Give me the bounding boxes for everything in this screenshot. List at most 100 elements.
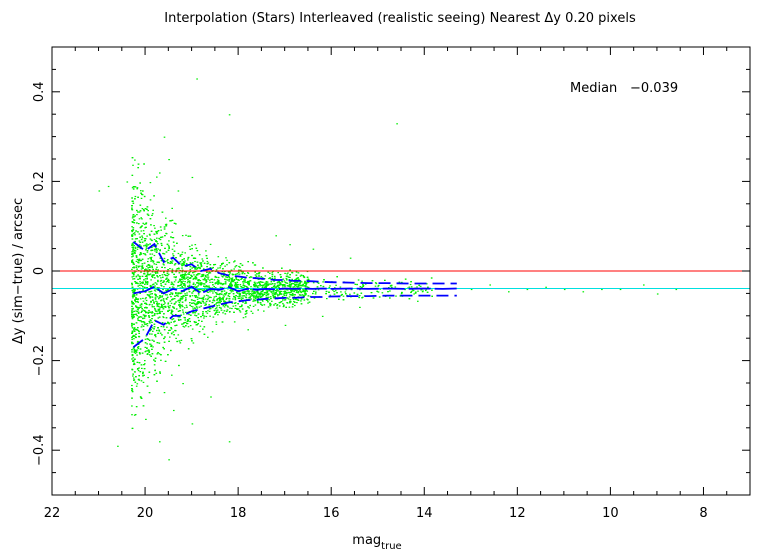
scatter-point xyxy=(194,300,196,302)
scatter-point xyxy=(305,285,307,287)
scatter-point xyxy=(132,363,135,366)
scatter-point xyxy=(184,317,186,319)
scatter-point xyxy=(372,297,375,299)
scatter-point xyxy=(136,300,139,303)
scatter-point xyxy=(187,273,189,275)
scatter-point xyxy=(157,327,159,329)
scatter-point xyxy=(145,274,148,276)
scatter-point xyxy=(142,230,145,232)
scatter-point xyxy=(314,293,317,295)
scatter-point xyxy=(187,257,189,259)
scatter-point xyxy=(362,284,364,286)
scatter-point xyxy=(159,280,162,282)
scatter-point xyxy=(390,284,393,286)
scatter-point xyxy=(143,364,145,366)
scatter-point xyxy=(200,262,203,264)
scatter-point xyxy=(305,282,307,284)
scatter-point xyxy=(163,392,166,394)
scatter-point xyxy=(187,280,189,282)
scatter-point xyxy=(421,291,424,293)
scatter-point xyxy=(131,330,134,332)
scatter-point xyxy=(158,316,161,318)
scatter-point xyxy=(253,281,256,283)
scatter-point xyxy=(146,307,148,309)
scatter-point xyxy=(220,307,222,309)
scatter-point xyxy=(290,291,293,293)
scatter-point xyxy=(137,327,139,329)
scatter-point xyxy=(384,279,386,281)
scatter-point xyxy=(189,276,192,279)
scatter-point xyxy=(154,282,157,284)
scatter-point xyxy=(135,297,137,299)
scatter-point xyxy=(264,284,267,286)
scatter-point xyxy=(142,321,145,323)
scatter-point xyxy=(260,293,263,295)
scatter-point xyxy=(155,244,158,246)
scatter-point xyxy=(134,240,136,243)
scatter-point xyxy=(260,284,263,286)
scatter-point xyxy=(276,289,278,291)
scatter-point xyxy=(158,298,160,300)
scatter-point xyxy=(135,255,138,257)
scatter-point xyxy=(234,302,236,304)
scatter-point xyxy=(241,295,243,297)
scatter-point xyxy=(417,290,419,292)
scatter-point xyxy=(212,306,214,309)
scatter-point xyxy=(206,285,209,287)
scatter-point xyxy=(156,275,158,277)
scatter-point xyxy=(302,288,304,290)
scatter-point xyxy=(132,316,134,319)
scatter-point xyxy=(137,211,139,213)
scatter-point xyxy=(137,329,139,331)
scatter-point xyxy=(412,290,415,292)
scatter-point xyxy=(248,307,250,309)
scatter-point xyxy=(345,293,347,295)
scatter-point xyxy=(237,284,239,286)
scatter-point xyxy=(146,343,148,345)
scatter-point xyxy=(139,304,142,306)
scatter-point xyxy=(274,295,276,297)
scatter-point xyxy=(272,289,275,291)
scatter-point xyxy=(166,273,169,275)
scatter-point xyxy=(217,283,219,285)
scatter-point xyxy=(205,279,207,281)
scatter-point xyxy=(145,299,148,302)
scatter-point xyxy=(170,327,172,329)
scatter-point xyxy=(133,363,136,365)
scatter-point xyxy=(225,257,227,259)
scatter-point xyxy=(131,358,133,360)
scatter-point xyxy=(199,262,201,264)
scatter-point xyxy=(139,182,141,184)
scatter-point xyxy=(359,286,362,288)
scatter-point xyxy=(144,298,147,300)
scatter-point xyxy=(136,341,139,343)
scatter-point xyxy=(182,311,184,313)
scatter-point xyxy=(228,441,231,443)
scatter-point xyxy=(205,300,208,302)
scatter-point xyxy=(131,349,133,351)
scatter-point xyxy=(271,276,274,278)
scatter-point xyxy=(132,229,135,231)
scatter-point xyxy=(334,287,336,289)
scatter-point xyxy=(215,303,217,305)
scatter-point xyxy=(141,194,144,196)
scatter-point xyxy=(159,295,161,297)
scatter-point xyxy=(202,298,205,301)
scatter-point xyxy=(266,281,269,283)
scatter-point xyxy=(181,277,183,279)
scatter-point xyxy=(195,321,197,323)
scatter-point xyxy=(236,285,238,287)
scatter-point xyxy=(288,292,291,294)
scatter-point xyxy=(180,281,183,283)
scatter-point xyxy=(170,236,172,238)
scatter-point xyxy=(133,349,136,351)
scatter-point xyxy=(322,285,325,288)
scatter-point xyxy=(204,277,206,279)
scatter-point xyxy=(271,300,273,302)
scatter-point xyxy=(304,291,306,293)
scatter-point xyxy=(138,367,140,369)
scatter-point xyxy=(198,306,201,308)
scatter-point xyxy=(156,250,158,252)
scatter-point xyxy=(248,283,250,285)
scatter-point xyxy=(284,292,286,294)
